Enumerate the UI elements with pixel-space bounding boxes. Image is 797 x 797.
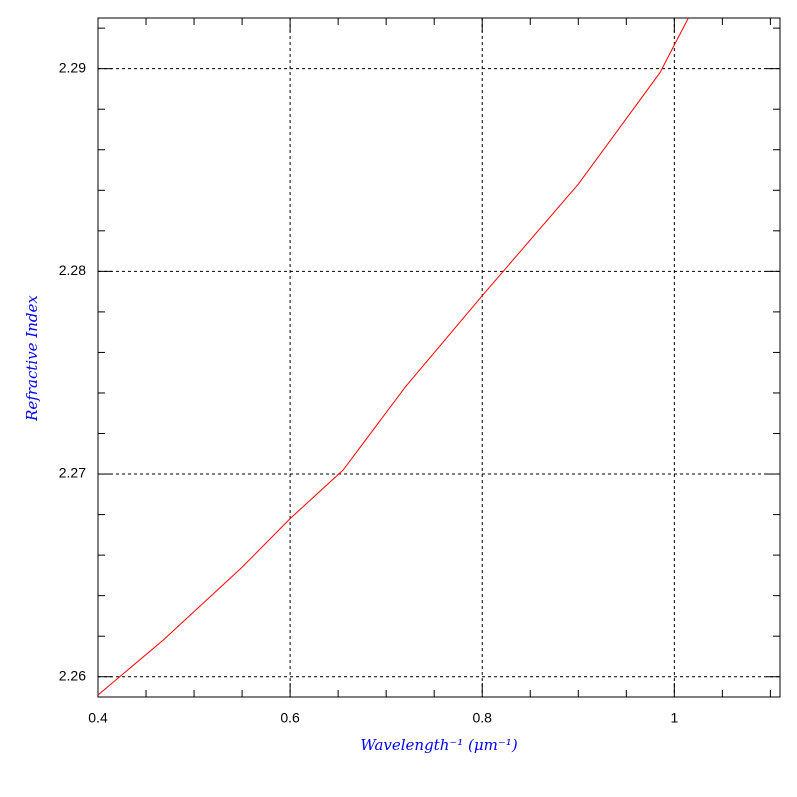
x-tick-label: 1: [670, 710, 678, 726]
plot-frame: [97, 17, 781, 698]
y-tick-label: 2.26: [59, 667, 86, 683]
x-tick-label: 0.6: [280, 710, 300, 726]
y-tick-label: 2.29: [59, 59, 86, 75]
x-axis-title: Wavelength⁻¹ (μm⁻¹): [360, 736, 517, 754]
x-tick-label: 0.8: [472, 710, 492, 726]
y-axis-title: Refractive Index: [23, 295, 41, 422]
y-tick-label: 2.27: [59, 465, 86, 481]
x-tick-label: 0.4: [88, 710, 108, 726]
data-line: [97, 17, 689, 696]
y-tick-label: 2.28: [59, 262, 86, 278]
